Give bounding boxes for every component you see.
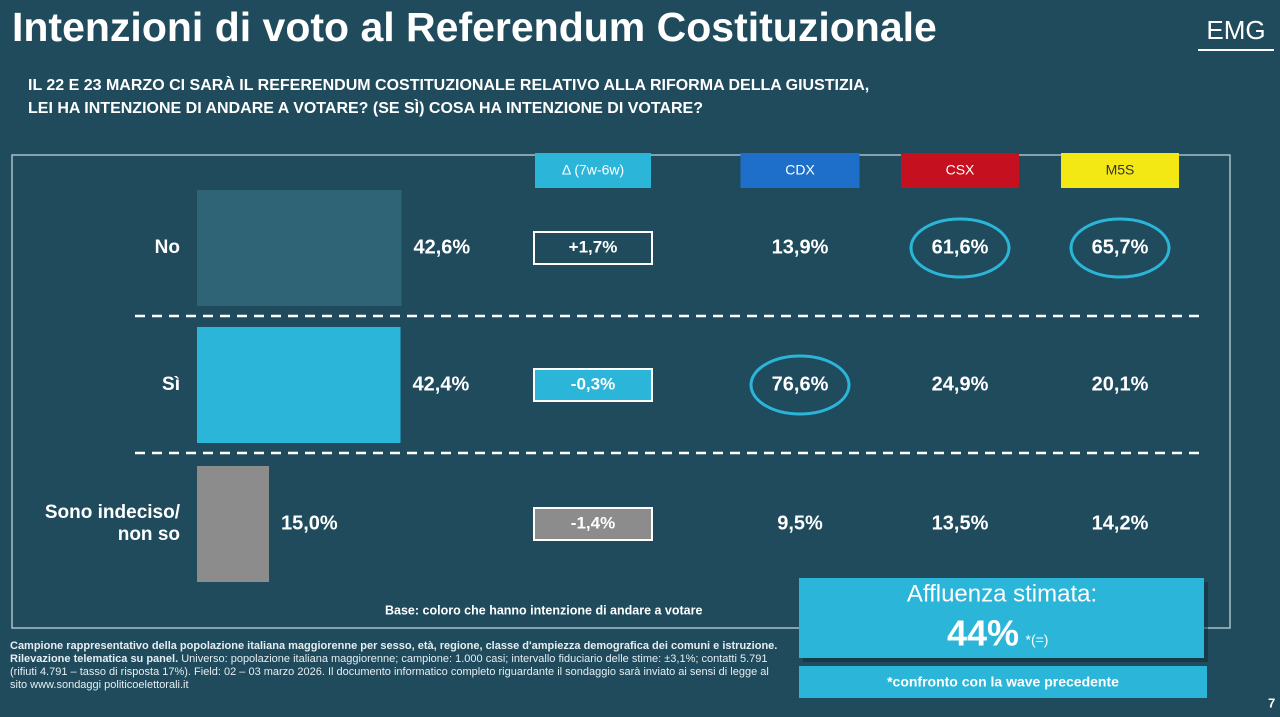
base-note: Base: coloro che hanno intenzione di and… bbox=[385, 603, 702, 617]
page-number: 7 bbox=[1268, 695, 1275, 710]
footer-text: Universo: popolazione italiana maggioren… bbox=[10, 653, 769, 691]
category-label: Sono indeciso/ non so bbox=[44, 502, 180, 545]
column-header: Δ (7w-6w) bbox=[562, 162, 624, 178]
turnout-note: *confronto con la wave precedente bbox=[887, 674, 1119, 690]
column-value: -0,3% bbox=[571, 374, 615, 393]
subtitle: LEI HA INTENZIONE DI ANDARE A VOTARE? (S… bbox=[28, 98, 703, 117]
column-value: 65,7% bbox=[1092, 236, 1149, 258]
column-header: CDX bbox=[785, 162, 815, 178]
bar bbox=[197, 327, 401, 443]
turnout-box bbox=[799, 578, 1204, 658]
column-value: 14,2% bbox=[1092, 512, 1149, 534]
column-value: 76,6% bbox=[772, 373, 829, 395]
value-label: 42,6% bbox=[413, 236, 470, 258]
subtitle: IL 22 E 23 MARZO CI SARÀ IL REFERENDUM C… bbox=[28, 75, 869, 94]
highlight-circle bbox=[909, 217, 1011, 279]
brand-logo: EMG bbox=[1206, 15, 1265, 45]
column-value: +1,7% bbox=[569, 237, 618, 256]
column-value: 61,6% bbox=[932, 236, 989, 258]
column-value: 20,1% bbox=[1092, 373, 1149, 395]
value-label: 42,4% bbox=[413, 373, 470, 395]
value-label: 15,0% bbox=[281, 512, 338, 534]
column-header-bg bbox=[740, 153, 860, 188]
highlight-circle bbox=[749, 354, 851, 416]
bar bbox=[197, 466, 269, 582]
column-value: 9,5% bbox=[777, 512, 823, 534]
column-header-bg bbox=[1061, 153, 1179, 188]
category-label: No bbox=[154, 237, 180, 258]
turnout-note-box bbox=[799, 666, 1207, 698]
column-value: 13,9% bbox=[772, 236, 829, 258]
highlight-circle bbox=[1069, 217, 1171, 279]
column-value: 13,5% bbox=[932, 512, 989, 534]
delta-box bbox=[533, 368, 653, 402]
column-value: 24,9% bbox=[932, 373, 989, 395]
column-header-bg bbox=[901, 153, 1019, 188]
column-header-bg bbox=[535, 153, 651, 188]
category-label: Sì bbox=[162, 374, 180, 395]
bar bbox=[197, 190, 402, 306]
chart-title: Intenzioni di voto al Referendum Costitu… bbox=[12, 4, 937, 50]
turnout-label: Affluenza stimata: bbox=[907, 580, 1097, 607]
column-value: -1,4% bbox=[571, 513, 615, 532]
turnout-change: *(=) bbox=[1026, 632, 1049, 648]
footer-bold: Campione rappresentativo della popolazio… bbox=[10, 640, 778, 665]
delta-box bbox=[533, 231, 653, 265]
column-header: M5S bbox=[1106, 162, 1135, 178]
column-header: CSX bbox=[946, 162, 975, 178]
footer: Campione rappresentativo della popolazio… bbox=[10, 640, 780, 692]
turnout-value: 44% bbox=[947, 613, 1019, 654]
delta-box bbox=[533, 507, 653, 541]
